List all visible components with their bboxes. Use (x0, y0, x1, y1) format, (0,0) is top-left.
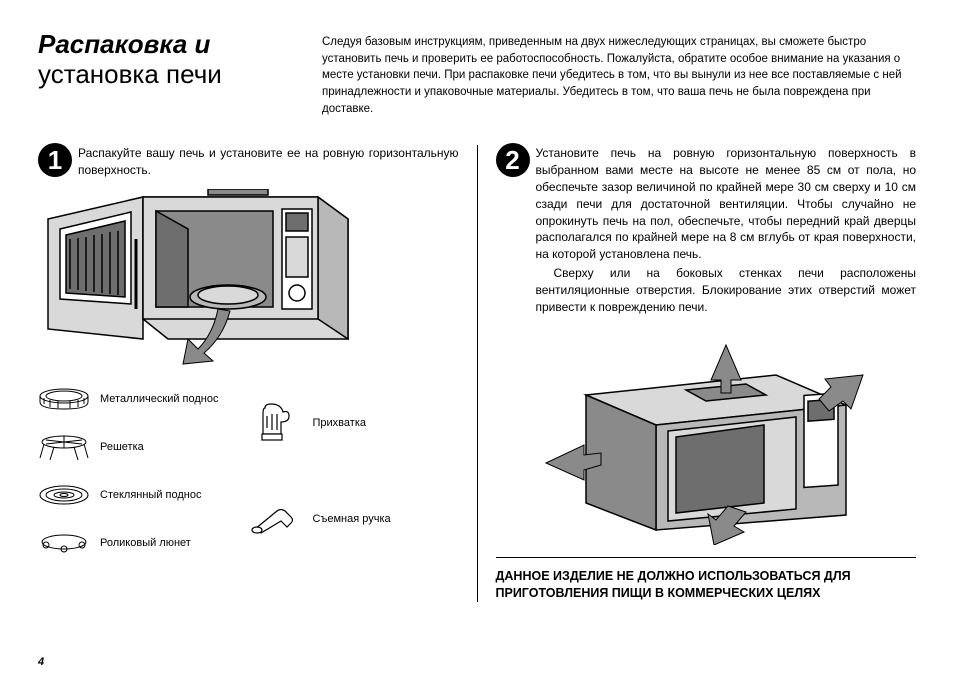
accessory-item: Съемная ручка (251, 501, 391, 537)
oven-mitt-icon (251, 402, 303, 444)
accessory-label: Решетка (100, 441, 219, 453)
accessories-list: Металлический поднос Решетка Стеклянный … (38, 381, 459, 561)
accessory-label: Прихватка (313, 417, 391, 429)
title-line1: Распаковка и (38, 29, 210, 59)
accessory-label: Съемная ручка (313, 513, 391, 525)
figure-unpacking (38, 189, 459, 369)
accessory-label: Стеклянный поднос (100, 489, 219, 501)
microwave-open-icon (38, 189, 358, 369)
page-title: Распаковка и установка печи (38, 30, 298, 90)
step-1: 1 Распакуйте вашу печь и установите ее н… (38, 145, 459, 179)
intro-paragraph: Следуя базовым инструкциям, приведенным … (322, 30, 916, 117)
step-2-text: Установите печь на ровную горизонтальную… (536, 145, 917, 263)
handle-icon (251, 503, 303, 535)
accessory-item: Металлический поднос (38, 381, 219, 417)
accessory-item: Стеклянный поднос (38, 477, 219, 513)
column-left: 1 Распакуйте вашу печь и установите ее н… (38, 145, 477, 602)
step-badge-2: 2 (496, 143, 530, 177)
accessory-item: Прихватка (251, 405, 391, 441)
page-number: 4 (38, 656, 44, 668)
glass-tray-icon (38, 484, 90, 506)
step-2-text-extra: Сверху или на боковых стенках печи распо… (536, 265, 917, 315)
title-line2: установка печи (38, 59, 222, 89)
roller-ring-icon (38, 533, 90, 553)
microwave-arrows-icon (496, 325, 876, 545)
accessory-item: Роликовый люнет (38, 525, 219, 561)
accessory-label: Металлический поднос (100, 393, 219, 405)
commercial-warning: ДАННОЕ ИЗДЕЛИЕ НЕ ДОЛЖНО ИСПОЛЬЗОВАТЬСЯ … (496, 557, 917, 602)
grill-rack-icon (38, 432, 90, 462)
step-2: 2 Установите печь на ровную горизонтальн… (496, 145, 917, 315)
metal-tray-icon (38, 386, 90, 412)
figure-ventilation (496, 325, 917, 545)
column-right: 2 Установите печь на ровную горизонтальн… (477, 145, 917, 602)
accessory-label: Роликовый люнет (100, 537, 219, 549)
step-badge-1: 1 (38, 143, 72, 177)
step-1-text: Распакуйте вашу печь и установите ее на … (78, 145, 459, 179)
accessory-item: Решетка (38, 429, 219, 465)
